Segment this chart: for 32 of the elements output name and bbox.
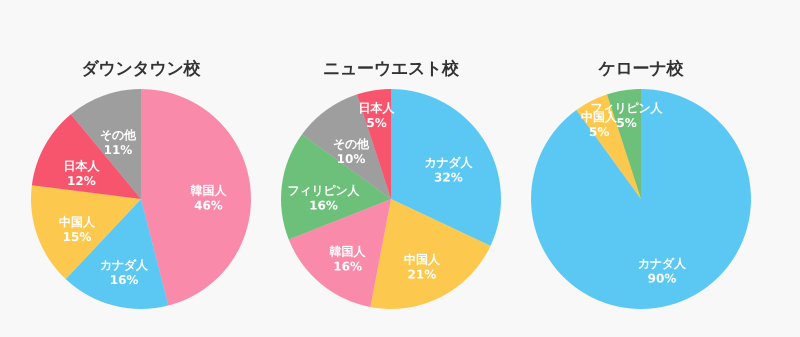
pie-slice bbox=[32, 114, 141, 199]
slice-label: カナダ人 bbox=[100, 258, 150, 272]
data-label: 46% bbox=[194, 198, 223, 212]
pie-slice bbox=[370, 199, 491, 309]
pie-slice bbox=[288, 199, 391, 308]
slice-label: その他 bbox=[100, 128, 137, 142]
slice-label: その他 bbox=[333, 136, 370, 151]
slice-label: フィリピン人 bbox=[288, 183, 361, 198]
data-label: 5% bbox=[616, 116, 637, 130]
data-label: 21% bbox=[408, 268, 436, 282]
data-label: 12% bbox=[67, 174, 96, 188]
data-label: 10% bbox=[336, 152, 366, 166]
chart-title: ケローナ校 bbox=[598, 59, 684, 79]
chart-title: ニューウエスト校 bbox=[323, 59, 460, 79]
pie-slice bbox=[281, 134, 391, 240]
slice-label: カナダ人 bbox=[638, 256, 688, 271]
data-label: 5% bbox=[366, 116, 387, 130]
slice-label: 韓国人 bbox=[330, 244, 367, 258]
data-label: 15% bbox=[62, 230, 92, 244]
slice-label: 中国人 bbox=[59, 215, 96, 230]
pie-slice bbox=[531, 89, 751, 309]
slice-label: 韓国人 bbox=[190, 183, 228, 198]
data-label: 11% bbox=[104, 143, 132, 158]
data-label: 16% bbox=[309, 198, 338, 212]
chart-title: ダウンタウン校 bbox=[82, 59, 202, 79]
data-label: 90% bbox=[648, 272, 676, 286]
slice-label: 日本人 bbox=[63, 159, 100, 174]
data-label: 16% bbox=[333, 259, 362, 274]
data-label: 32% bbox=[434, 170, 463, 185]
data-label: 16% bbox=[110, 272, 138, 287]
slice-label: カナダ人 bbox=[424, 156, 474, 170]
slice-label: 中国人 bbox=[404, 252, 441, 267]
